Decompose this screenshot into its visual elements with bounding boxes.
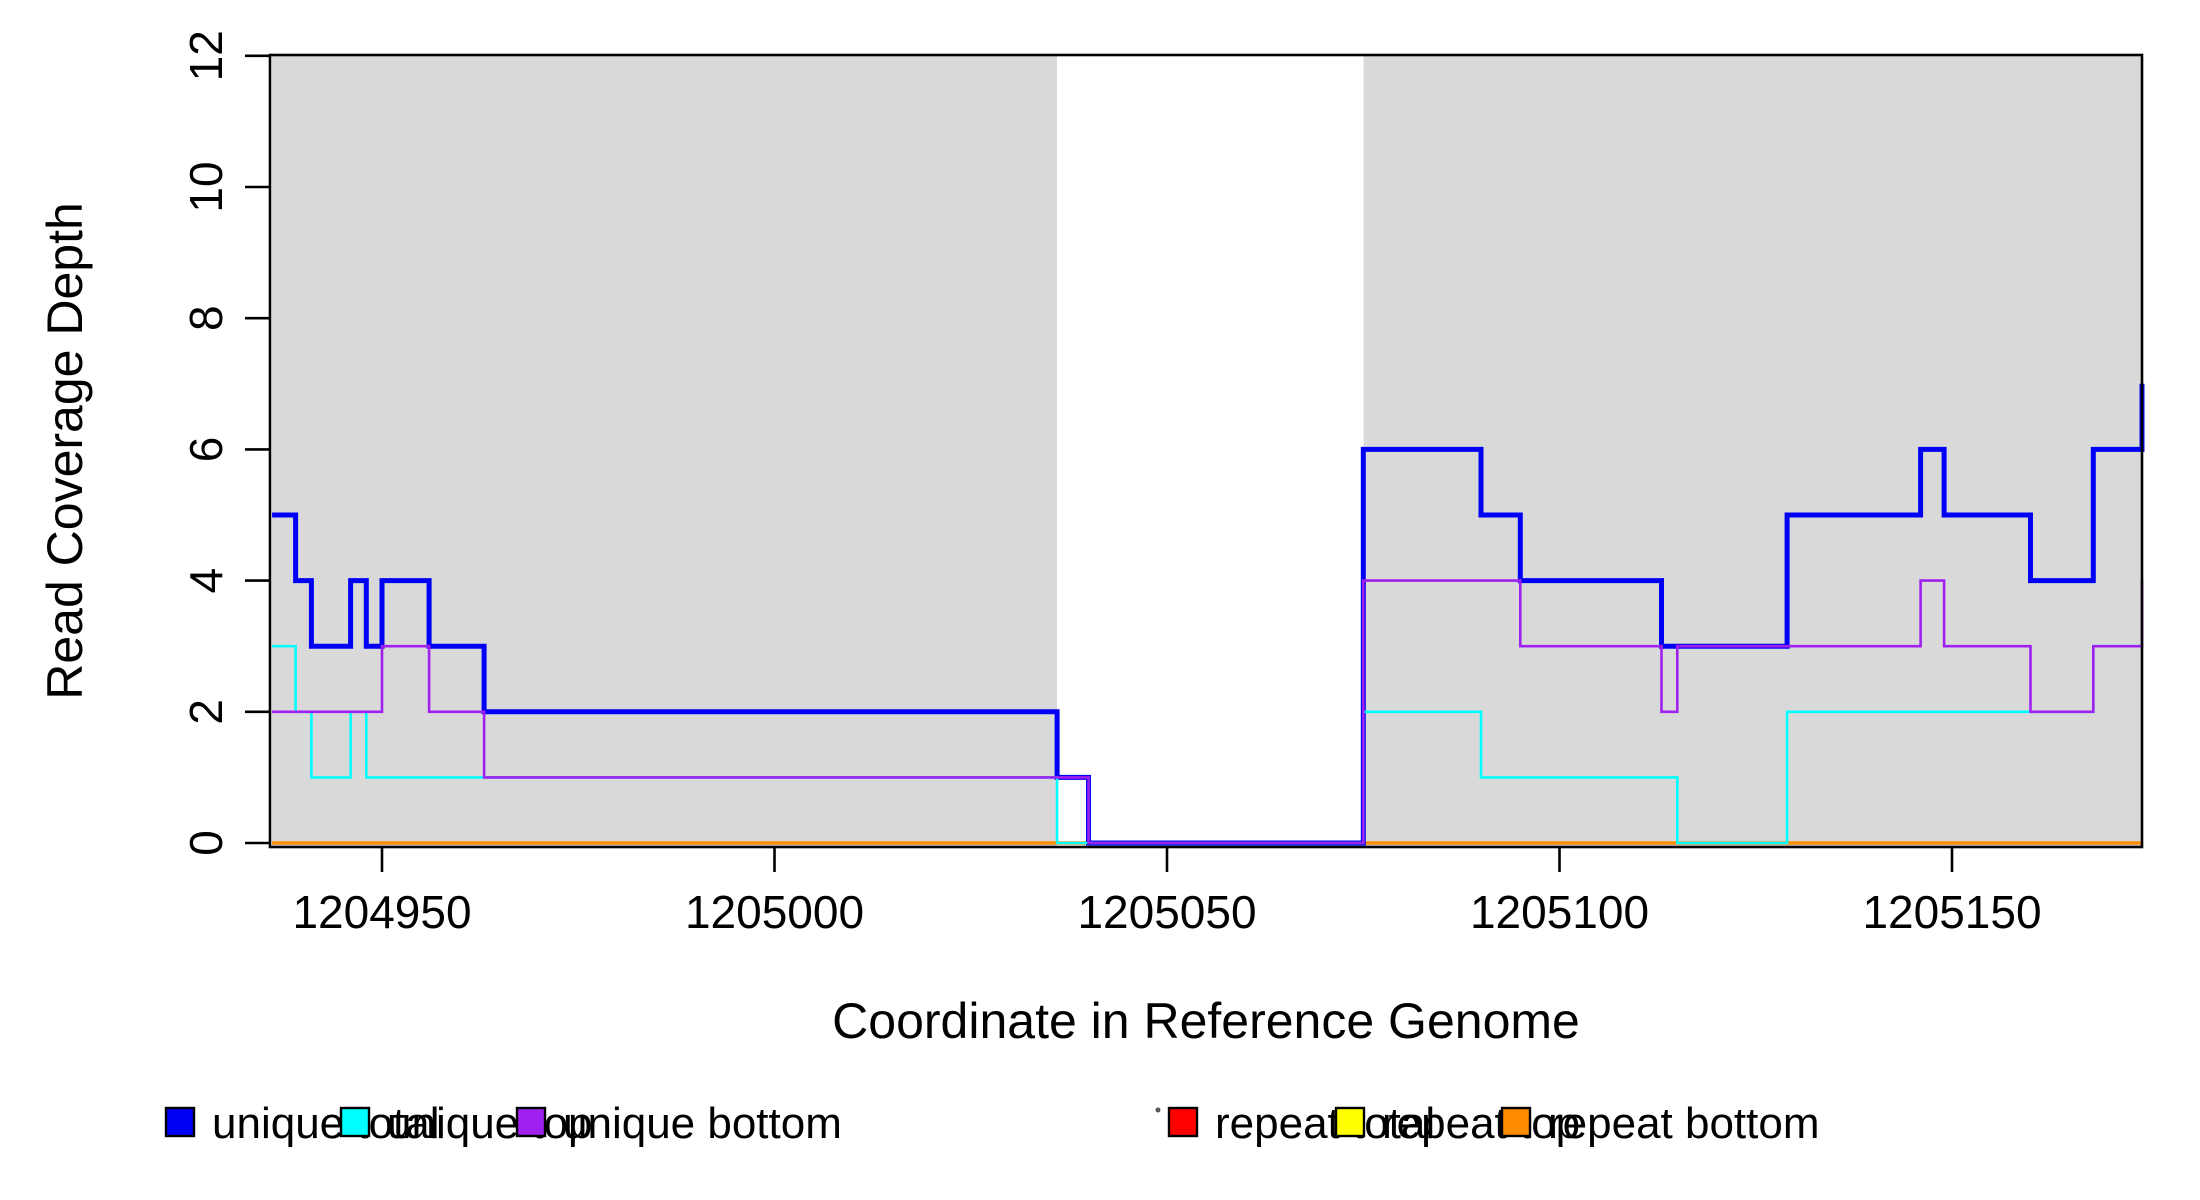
x-tick-label: 1204950 — [292, 886, 471, 938]
artifact-dot — [1155, 1107, 1161, 1113]
y-tick-label: 4 — [180, 568, 232, 594]
shaded-region — [272, 56, 1058, 846]
legend-swatch-unique-bottom — [515, 1106, 547, 1138]
legend-label-unique-total: unique total — [212, 1099, 440, 1148]
legend-label-repeat-bottom: repeat bottom — [1548, 1099, 1820, 1148]
y-tick-label: 10 — [180, 161, 232, 212]
x-tick-label: 1205000 — [685, 886, 864, 938]
y-tick-label: 2 — [180, 699, 232, 725]
legend-swatch-repeat-top — [1334, 1106, 1366, 1138]
legend-swatch-unique-total — [164, 1106, 196, 1138]
legend-label-unique-top: unique top — [387, 1099, 593, 1148]
y-axis-title: Read Coverage Depth — [37, 202, 93, 700]
legend-label-repeat-total: repeat total — [1215, 1099, 1435, 1148]
y-tick-label: 12 — [180, 30, 232, 81]
legend-swatch-unique-top — [339, 1106, 371, 1138]
series-lines — [272, 383, 2145, 846]
y-tick-label: 8 — [180, 305, 232, 331]
legend-swatch-repeat-total — [1167, 1106, 1199, 1138]
x-tick-label: 1205150 — [1862, 886, 2041, 938]
x-tick-label: 1205100 — [1470, 886, 1649, 938]
shaded-regions — [272, 56, 2142, 846]
axes: 1204950 1205000 1205050 1205100 1205150 0 2 4 6 8… — [180, 30, 2042, 938]
legend-swatch-repeat-bottom — [1500, 1106, 1532, 1138]
series-unique-bottom — [272, 579, 2144, 845]
x-axis-title: Coordinate in Reference Genome — [832, 993, 1580, 1049]
y-tick-label: 0 — [180, 830, 232, 856]
plot-box — [268, 53, 2144, 849]
x-tick-label: 1205050 — [1077, 886, 1256, 938]
y-tick-label: 6 — [180, 437, 232, 463]
shaded-region — [1363, 56, 2142, 846]
legend-label-unique-bottom: unique bottom — [563, 1099, 842, 1148]
legend-label-repeat-top: repeat top — [1382, 1099, 1580, 1148]
